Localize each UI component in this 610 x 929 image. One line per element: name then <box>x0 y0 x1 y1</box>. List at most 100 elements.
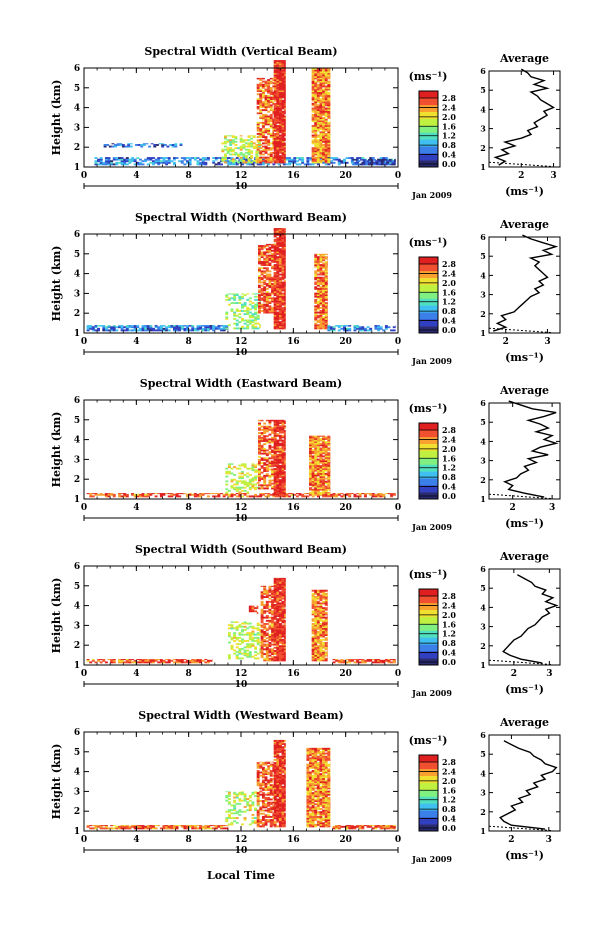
heatmap-cell <box>319 110 323 113</box>
heatmap-cell <box>241 625 244 628</box>
y-axis-label: Height (km) <box>50 246 63 322</box>
heatmap-cell <box>246 319 250 322</box>
heatmap-cell <box>269 90 273 93</box>
heatmap-cell <box>327 482 331 485</box>
heatmap-cell <box>273 623 277 625</box>
heatmap-cell <box>152 161 155 164</box>
heatmap-cell <box>284 420 286 423</box>
heatmap-cell <box>340 327 344 330</box>
heatmap-cell <box>115 158 119 161</box>
average-profile-line <box>492 234 559 332</box>
heatmap-cell <box>231 159 235 162</box>
heatmap-cell <box>322 156 326 159</box>
heatmap-cell <box>243 493 247 496</box>
heatmap-cell <box>157 329 161 332</box>
heatmap-cell <box>267 80 271 83</box>
heatmap-cell <box>214 493 218 495</box>
heatmap-cell <box>281 460 285 463</box>
heatmap-cell <box>314 278 318 281</box>
heatmap-cell <box>281 249 285 252</box>
heatmap-cell <box>276 106 280 108</box>
heatmap-cell <box>314 474 318 477</box>
heatmap-cell <box>261 159 265 162</box>
heatmap-cell <box>314 77 318 80</box>
heatmap-cells <box>86 419 396 498</box>
heatmap-cell <box>309 461 312 464</box>
heatmap-cell <box>273 457 277 459</box>
heatmap-cell <box>199 327 203 330</box>
heatmap-cell <box>265 251 269 254</box>
heatmap-cell <box>281 621 285 624</box>
heatmap-cell <box>269 136 273 138</box>
heatmap-cell <box>278 297 282 300</box>
heatmap-cell <box>276 447 280 450</box>
heatmap-cell <box>265 430 269 433</box>
heatmap-cell <box>284 431 286 434</box>
heatmap-cell <box>223 145 227 148</box>
heatmap-cell <box>263 272 267 274</box>
heatmap-cell <box>273 115 277 118</box>
heatmap-cell <box>233 294 237 297</box>
heatmap-cell <box>271 451 275 453</box>
heatmap-cell <box>268 463 272 466</box>
heatmap-cell <box>235 655 239 658</box>
heatmap-cell <box>138 327 142 330</box>
heatmap-cell <box>322 259 326 262</box>
heatmap-cell <box>281 325 285 328</box>
heatmap-cell <box>149 659 153 662</box>
heatmap-cell <box>271 637 275 640</box>
heatmap-cell <box>319 125 323 127</box>
heatmap-cell <box>316 150 320 153</box>
heatmap-cell <box>278 490 282 493</box>
heatmap-cell <box>322 158 326 161</box>
heatmap-cell <box>356 325 360 327</box>
heatmap-cell <box>221 142 225 145</box>
heatmap-cell <box>188 493 192 495</box>
heatmap-cell <box>273 632 277 635</box>
heatmap-cell <box>276 85 280 88</box>
heatmap-cell <box>259 83 263 86</box>
heatmap-cell <box>319 444 323 447</box>
heatmap-cell <box>178 329 182 332</box>
heatmap-cell <box>268 611 272 614</box>
heatmap-cell <box>281 134 285 137</box>
heatmap-cell <box>241 495 244 498</box>
heatmap-cell <box>379 157 383 159</box>
heatmap-cell <box>243 464 247 467</box>
heatmap-cell <box>309 480 312 483</box>
heatmap-cell <box>265 594 269 597</box>
heatmap-cell <box>154 659 158 662</box>
heatmap-cell <box>230 485 234 488</box>
heatmap-cell <box>260 484 264 487</box>
heatmap-cell <box>263 246 267 249</box>
heatmap-cell <box>276 121 280 124</box>
heatmap-cell <box>314 144 318 146</box>
average-reference-line <box>488 161 554 168</box>
heatmap-cell <box>206 326 210 329</box>
heatmap-cell <box>360 163 363 166</box>
heatmap-cell <box>268 476 272 479</box>
heatmap-cell <box>322 306 326 309</box>
average-x-tick-label: 3 <box>544 337 550 347</box>
heatmap-cell <box>271 602 275 605</box>
heatmap-cell <box>261 129 265 132</box>
heatmap-cell <box>273 434 277 437</box>
heatmap-cell <box>303 493 307 495</box>
heatmap-cell <box>374 495 378 498</box>
colorbar-swatch <box>419 305 438 313</box>
heatmap-cell <box>276 230 280 233</box>
x-tick-label: 4 <box>133 503 139 513</box>
heatmap-cell <box>238 480 242 483</box>
heatmap-cell <box>281 319 285 322</box>
heatmap-cell <box>278 256 282 259</box>
heatmap-cell <box>324 472 328 475</box>
heatmap-cell <box>281 610 285 613</box>
heatmap-cell <box>227 324 231 327</box>
heatmap-cell <box>314 94 318 97</box>
heatmap-cell <box>293 160 297 163</box>
heatmap-cell <box>264 495 268 498</box>
heatmap-cell <box>268 460 272 463</box>
heatmap-cell <box>276 659 280 662</box>
heatmap-cell <box>269 156 273 159</box>
heatmap-cell <box>311 441 315 444</box>
